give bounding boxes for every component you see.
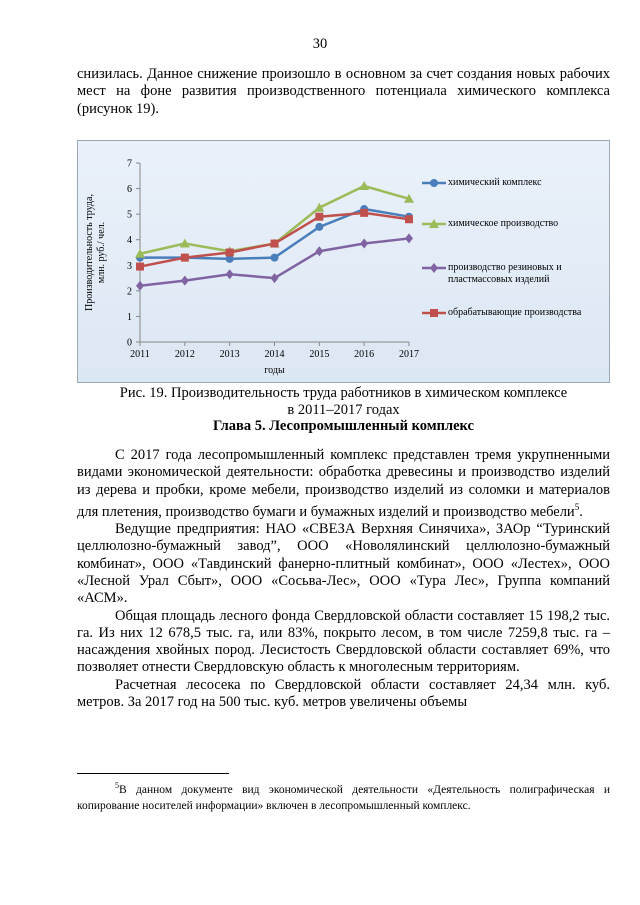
y-tick-label: 6 xyxy=(127,184,132,195)
legend-marker xyxy=(429,219,439,228)
point xyxy=(136,280,144,291)
footnote-ref: 5 xyxy=(574,501,580,512)
point xyxy=(360,208,369,217)
legend-marker xyxy=(430,309,438,317)
point xyxy=(315,222,324,231)
chart-svg: 0 1 2 3 4 5 6 7 2011 2012 2013 2014 2015 2016 2017 годы… xyxy=(84,159,446,376)
point xyxy=(179,238,190,248)
point xyxy=(225,254,234,263)
point xyxy=(359,181,370,191)
point xyxy=(314,202,325,212)
caption-line: в 2011–2017 годах xyxy=(287,402,400,419)
y-tick-label: 7 xyxy=(127,159,132,170)
y-tick-label: 1 xyxy=(127,312,132,323)
x-tick-label: 2012 xyxy=(175,349,195,360)
point xyxy=(225,269,234,280)
series-line xyxy=(140,207,410,261)
point xyxy=(180,275,189,286)
paragraph: Расчетная лесосека по Свердловской облас… xyxy=(77,676,610,710)
y-tick-label: 0 xyxy=(127,338,132,349)
paragraph-end: . xyxy=(579,503,583,520)
y-axis-label-line: Производительность труда, xyxy=(84,194,95,311)
x-tick-label: 2011 xyxy=(130,349,150,360)
paragraph-text: С 2017 года лесопромышленный комплекс пр… xyxy=(77,447,610,520)
y-axis-label-line: млн. руб./ чел. xyxy=(96,222,107,283)
x-tick-label: 2015 xyxy=(309,349,329,360)
y-tick-label: 2 xyxy=(127,286,132,297)
point xyxy=(360,238,369,249)
paragraph: Общая площадь лесного фонда Свердловской… xyxy=(77,607,610,676)
legend-label: химический комплекс xyxy=(448,177,542,188)
legend-label: производство резиновых и пластмассовых и… xyxy=(448,262,562,285)
y-tick-label: 3 xyxy=(127,261,132,272)
paragraph: Ведущие предприятия: НАО «СВЕЗА Верхняя … xyxy=(77,521,610,607)
point xyxy=(404,193,414,203)
y-tick-label: 4 xyxy=(127,235,132,246)
point xyxy=(315,246,324,257)
intro-paragraph: снизилась. Данное снижение произошло в о… xyxy=(77,66,610,117)
point xyxy=(315,212,324,221)
point xyxy=(270,253,279,262)
point xyxy=(225,248,234,257)
y-tick-label: 5 xyxy=(127,210,132,221)
body-text: С 2017 года лесопромышленный комплекс пр… xyxy=(77,447,610,711)
chart: 0 1 2 3 4 5 6 7 2011 2012 2013 2014 2015 2016 2017 годы… xyxy=(77,140,610,383)
legend-marker xyxy=(430,263,438,273)
heading: Глава 5. Лесопромышленный комплекс xyxy=(213,418,474,434)
point xyxy=(405,233,413,244)
footnote: 5В данном документе вид экономической де… xyxy=(77,778,610,814)
point xyxy=(270,239,279,248)
x-tick-label: 2016 xyxy=(354,349,374,360)
point xyxy=(270,273,279,284)
point xyxy=(136,262,144,271)
legend-label: обрабатывающие производства xyxy=(448,307,582,318)
footnote-mark: 5 xyxy=(115,781,119,790)
x-tick-label: 2013 xyxy=(220,349,240,360)
caption-line: Рис. 19. Производительность труда работн… xyxy=(119,385,568,401)
caption: Рис. 19. Производительность труда работн… xyxy=(77,385,610,420)
point xyxy=(180,253,189,262)
x-axis-label: годы xyxy=(264,365,285,376)
footnote-separator xyxy=(77,773,229,774)
footnote-text: В данном документе вид экономической дея… xyxy=(77,783,610,812)
x-tick-label: 2017 xyxy=(399,349,419,360)
point xyxy=(405,215,413,224)
point xyxy=(135,248,145,258)
legend-marker xyxy=(430,179,438,187)
paragraph: С 2017 года лесопромышленный комплекс пр… xyxy=(77,447,610,521)
x-tick-label: 2014 xyxy=(265,349,285,360)
legend-label: химическое производство xyxy=(448,218,559,229)
y-axis-label: Производительность труда,млн. руб./ чел. xyxy=(84,194,107,311)
page-number: 30 xyxy=(312,36,328,52)
